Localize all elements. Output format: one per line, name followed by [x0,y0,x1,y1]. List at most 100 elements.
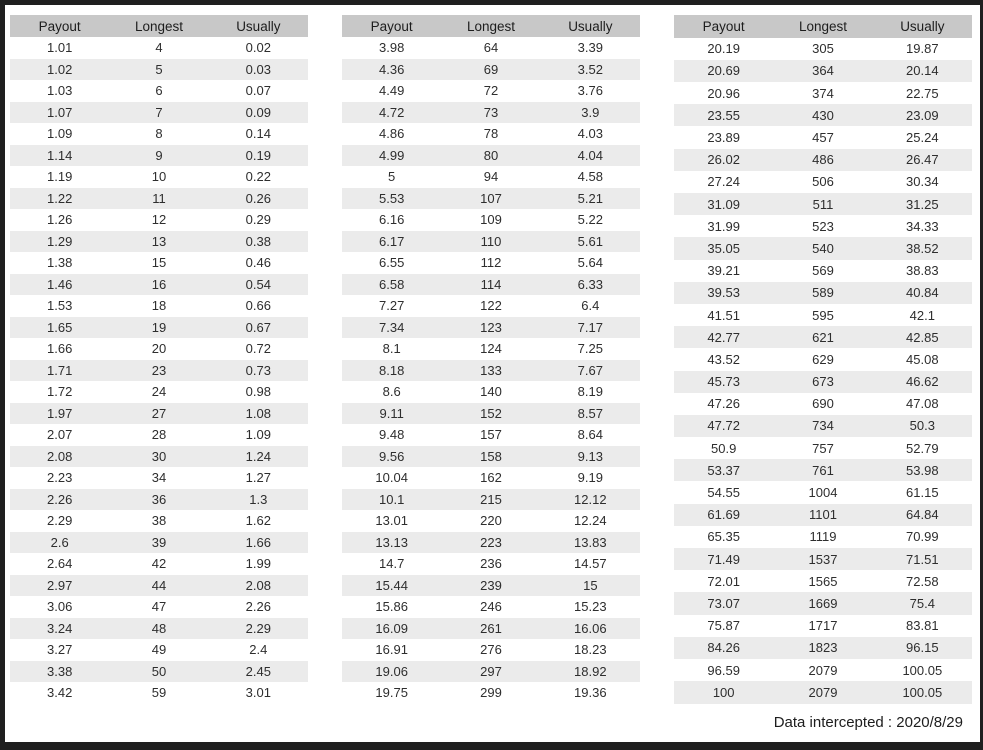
table-row: 35.05 540 38.52 [674,237,972,260]
table-row: 3.38 50 2.45 [10,660,308,682]
table-cell: 12.12 [540,488,640,510]
table-row: 27.24 506 30.34 [674,171,972,193]
table-row: 31.99 523 34.33 [674,215,972,237]
table-cell: 122 [480,298,502,314]
table-cell: 19.36 [574,685,607,701]
table-cell: 0.29 [245,212,271,228]
table-cell: 10.04 [375,470,408,486]
table-cell: 3.38 [10,660,110,682]
table-cell: 39.21 [707,263,740,279]
table-row: 1.03 6 0.07 [10,80,308,102]
table-cell: 6 [155,83,163,99]
table-cell: 30.34 [906,174,939,190]
table-row: 73.07 1669 75.4 [674,592,972,615]
table-cell: 2.08 [10,445,110,467]
table-cell: 1.66 [208,531,308,553]
table-cell: 4.58 [577,169,603,185]
table-cell: 297 [441,660,541,682]
table-cell: 2.23 [47,470,73,486]
table-cell: 4.49 [379,83,405,99]
table-cell: 28 [151,427,167,443]
table-row: 3.27 49 2.4 [10,639,308,661]
table-cell: 506 [812,174,834,190]
table-cell: 8.57 [540,402,640,424]
table-cell: 47.72 [674,414,774,438]
table-cell: 49 [151,642,167,658]
table-row: 1.07 7 0.09 [10,101,308,123]
table-row: 75.87 1717 83.81 [674,615,972,637]
table-cell: 374 [812,85,834,101]
table-cell: 220 [480,513,502,529]
table-cell: 0.67 [208,316,308,338]
table-row: 9.56 158 9.13 [342,445,640,467]
table-row: 23.55 430 23.09 [674,104,972,127]
table-cell: 589 [773,281,873,304]
table-cell: 0.09 [208,101,308,123]
table-cell: 19.75 [375,685,408,701]
table-cell: 569 [812,263,834,279]
table-row: 1.02 5 0.03 [10,58,308,80]
table-cell: 25.24 [906,130,939,146]
table-cell: 26.47 [872,148,972,171]
column-header-longest: Longest [109,15,209,37]
table-cell: 4.99 [342,144,442,166]
table-cell: 7 [109,101,209,123]
table-cell: 53.98 [872,459,972,482]
table-cell: 215 [441,488,541,510]
table-cell: 47 [151,599,167,615]
table-row: 19.06 297 18.92 [342,660,640,682]
table-cell: 1.14 [10,144,110,166]
table-row: 1.71 23 0.73 [10,359,308,381]
table-cell: 70.99 [906,529,939,545]
table-row: 3.42 59 3.01 [10,682,308,704]
table-cell: 23.89 [707,130,740,146]
data-intercepted-label: Data intercepted : 2020/8/29 [773,713,963,731]
table-row: 1.66 20 0.72 [10,338,308,360]
table-cell: 1119 [809,529,837,545]
table-row: 2.64 42 1.99 [10,553,308,575]
table-cell: 9.19 [577,470,603,486]
table-cell: 12 [151,212,167,228]
table-cell: 0.38 [208,230,308,252]
table-cell: 38.52 [872,237,972,260]
table-row: 41.51 595 42.1 [674,304,972,326]
table-cell: 457 [812,130,834,146]
table-cell: 18.23 [574,642,607,658]
table-row: 14.7 236 14.57 [342,553,640,575]
table-row: 4.99 80 4.04 [342,144,640,166]
table-cell: 112 [480,255,502,271]
table-cell: 0.26 [208,187,308,209]
table-cell: 64 [483,40,499,56]
header-row: Payout Longest Usually [674,15,972,38]
table-cell: 3.98 [379,40,405,56]
table-row: 1.14 9 0.19 [10,144,308,166]
table-cell: 9.11 [342,402,442,424]
table-cell: 61.69 [674,503,774,526]
table-cell: 2.07 [47,427,73,443]
table-row: 65.35 1119 70.99 [674,526,972,548]
table-cell: 1.97 [10,402,110,424]
table-cell: 7.34 [342,316,442,338]
table-row: 47.72 734 50.3 [674,414,972,438]
table-row: 8.6 140 8.19 [342,381,640,403]
payout-table-1: Payout Longest Usually 1.01 4 0.02 1.02 5 0.03 1.… [10,15,308,704]
table-cell: 673 [773,370,873,393]
table-cell: 61.15 [906,485,939,501]
table-row: 31.09 511 31.25 [674,193,972,216]
table-cell: 1.38 [47,255,73,271]
table-cell: 3.39 [577,40,603,56]
table-cell: 15 [540,574,640,596]
table-cell: 1.3 [208,488,308,510]
table-cell: 16.06 [540,617,640,639]
table-cell: 31.09 [674,193,774,216]
table-cell: 47.08 [906,396,939,412]
table-cell: 1.22 [10,187,110,209]
table-cell: 261 [441,617,541,639]
table-cell: 9 [109,144,209,166]
table-cell: 13.01 [375,513,408,529]
table-row: 8.18 133 7.67 [342,359,640,381]
table-cell: 2.6 [10,531,110,553]
table-row: 15.86 246 15.23 [342,596,640,618]
table-row: 7.27 122 6.4 [342,295,640,317]
